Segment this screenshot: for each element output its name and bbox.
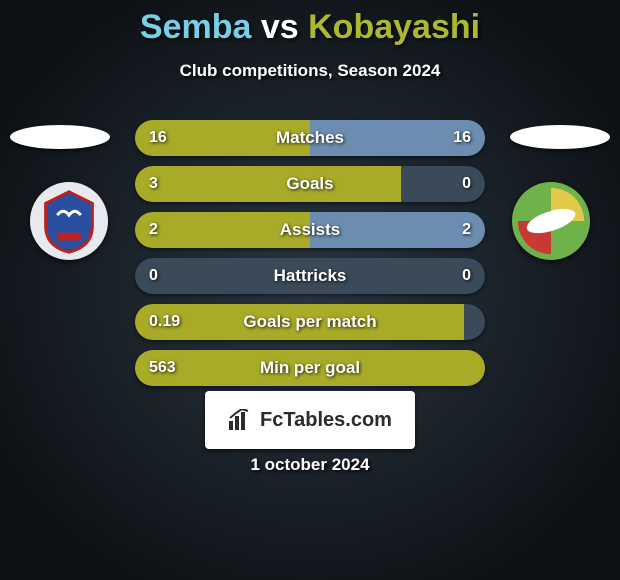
player1-name: Semba — [140, 8, 252, 46]
date-label: 1 october 2024 — [0, 455, 620, 475]
stat-row: 0.19Goals per match — [135, 304, 485, 340]
branding-text: FcTables.com — [260, 409, 392, 432]
stat-label: Min per goal — [135, 350, 485, 386]
stat-row: 0Hattricks0 — [135, 258, 485, 294]
infographic-root: Semba vs Kobayashi Club competitions, Se… — [0, 0, 620, 580]
stat-row: 16Matches16 — [135, 120, 485, 156]
stat-label: Goals — [135, 166, 485, 202]
subtitle: Club competitions, Season 2024 — [0, 61, 620, 81]
stat-row: 563Min per goal — [135, 350, 485, 386]
chart-icon — [228, 409, 254, 431]
page-title: Semba vs Kobayashi — [0, 8, 620, 47]
stat-label: Assists — [135, 212, 485, 248]
vs-text: vs — [251, 8, 308, 46]
stat-label: Matches — [135, 120, 485, 156]
player2-ellipse — [510, 125, 610, 149]
stat-row: 3Goals0 — [135, 166, 485, 202]
stat-value-right: 0 — [462, 258, 471, 294]
stat-value-right: 16 — [453, 120, 471, 156]
stat-value-right: 2 — [462, 212, 471, 248]
branding-badge: FcTables.com — [205, 391, 415, 449]
stats-container: 16Matches163Goals02Assists20Hattricks00.… — [135, 120, 485, 396]
stat-label: Goals per match — [135, 304, 485, 340]
stat-row: 2Assists2 — [135, 212, 485, 248]
player1-club-badge — [30, 182, 108, 260]
stat-value-right: 0 — [462, 166, 471, 202]
player1-ellipse — [10, 125, 110, 149]
player2-name: Kobayashi — [308, 8, 480, 46]
player2-club-badge — [512, 182, 590, 260]
stat-label: Hattricks — [135, 258, 485, 294]
